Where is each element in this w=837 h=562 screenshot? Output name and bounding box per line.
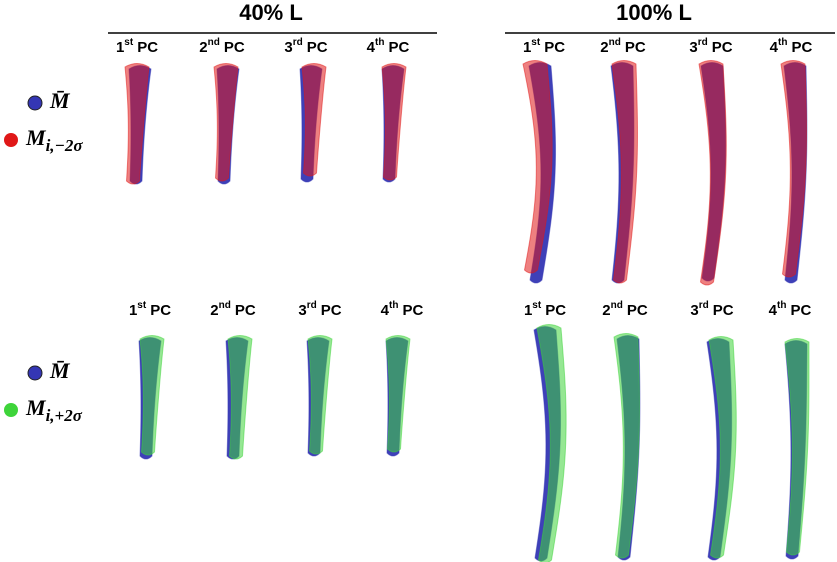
column-number: 3: [689, 39, 697, 56]
column-text: PC: [627, 302, 648, 319]
column-label: 4th PC: [367, 37, 410, 56]
column-label: 3rd PC: [298, 300, 341, 319]
column-text: PC: [545, 302, 566, 319]
column-text: PC: [790, 302, 811, 319]
group-title: 100% L: [616, 0, 692, 25]
column-label: 3rd PC: [689, 37, 732, 56]
column-number: 1: [116, 39, 124, 56]
legend-base: M: [25, 395, 47, 420]
bone-shape: [784, 338, 810, 556]
column-superscript: nd: [611, 300, 623, 311]
column-label: 4th PC: [381, 300, 424, 319]
column-text: PC: [791, 39, 812, 56]
column-superscript: rd: [698, 37, 708, 48]
column-label: 3rd PC: [284, 37, 327, 56]
bone-shape: [536, 324, 567, 562]
legend-label: Mi,+2σ: [25, 395, 83, 425]
column-text: PC: [137, 39, 158, 56]
column-superscript: nd: [609, 37, 621, 48]
legend-marker: [4, 403, 18, 417]
column-number: 2: [199, 39, 207, 56]
bone-shape: [139, 335, 165, 456]
column-number: 3: [284, 39, 292, 56]
column-text: PC: [224, 39, 245, 56]
bone-shape: [301, 63, 327, 177]
legend-marker: [27, 95, 43, 111]
column-superscript: st: [124, 37, 134, 48]
column-superscript: st: [531, 37, 541, 48]
column-superscript: st: [532, 300, 542, 311]
column-number: 3: [690, 302, 698, 319]
column-label: 1st PC: [523, 37, 565, 56]
column-label: 2nd PC: [600, 37, 646, 56]
legend-base: M: [25, 125, 47, 150]
column-text: PC: [402, 302, 423, 319]
column-superscript: nd: [219, 300, 231, 311]
bone-shape: [522, 60, 553, 274]
column-text: PC: [625, 39, 646, 56]
bone-shape: [385, 335, 411, 453]
column-superscript: nd: [208, 37, 220, 48]
column-number: 3: [298, 302, 306, 319]
column-number: 2: [600, 39, 608, 56]
bone-shape: [611, 60, 638, 284]
column-label: 1st PC: [129, 300, 171, 319]
column-label: 4th PC: [769, 300, 812, 319]
bone-shape: [227, 335, 253, 460]
group-title: 40% L: [239, 0, 303, 25]
column-number: 4: [770, 39, 779, 56]
bone-shape: [213, 63, 239, 182]
column-text: PC: [388, 39, 409, 56]
column-text: PC: [713, 302, 734, 319]
bone-shape: [307, 335, 333, 455]
legend-label: Mi,−2σ: [25, 125, 83, 155]
column-number: 4: [367, 39, 376, 56]
column-superscript: th: [389, 300, 398, 311]
legend-sub: i,+2σ: [46, 406, 83, 425]
column-superscript: th: [777, 300, 786, 311]
column-number: 2: [210, 302, 218, 319]
legend-marker: [4, 133, 18, 147]
column-superscript: st: [137, 300, 147, 311]
column-label: 1st PC: [524, 300, 566, 319]
column-superscript: th: [778, 37, 787, 48]
bone-shape: [381, 63, 407, 181]
column-number: 1: [129, 302, 137, 319]
bone-shape: [708, 336, 737, 559]
column-label: 2nd PC: [210, 300, 256, 319]
column-text: PC: [150, 302, 171, 319]
column-number: 4: [769, 302, 778, 319]
column-number: 1: [523, 39, 531, 56]
column-text: PC: [235, 302, 256, 319]
legend-marker: [27, 365, 43, 381]
column-number: 1: [524, 302, 532, 319]
legend-sub: i,−2σ: [46, 136, 84, 155]
column-superscript: rd: [307, 300, 317, 311]
column-number: 2: [602, 302, 610, 319]
bone-shape: [613, 333, 640, 559]
column-label: 1st PC: [116, 37, 158, 56]
column-superscript: th: [375, 37, 384, 48]
column-superscript: rd: [699, 300, 709, 311]
column-number: 4: [381, 302, 390, 319]
column-label: 3rd PC: [690, 300, 733, 319]
bone-shape: [124, 63, 150, 185]
legend-label: M̄: [49, 88, 71, 113]
column-label: 2nd PC: [199, 37, 245, 56]
bone-shape: [698, 60, 727, 286]
bone-shape: [780, 60, 807, 278]
column-text: PC: [544, 39, 565, 56]
column-superscript: rd: [293, 37, 303, 48]
column-text: PC: [321, 302, 342, 319]
column-label: 2nd PC: [602, 300, 648, 319]
column-label: 4th PC: [770, 37, 813, 56]
legend-label: M̄: [49, 358, 71, 383]
column-text: PC: [307, 39, 328, 56]
column-text: PC: [712, 39, 733, 56]
